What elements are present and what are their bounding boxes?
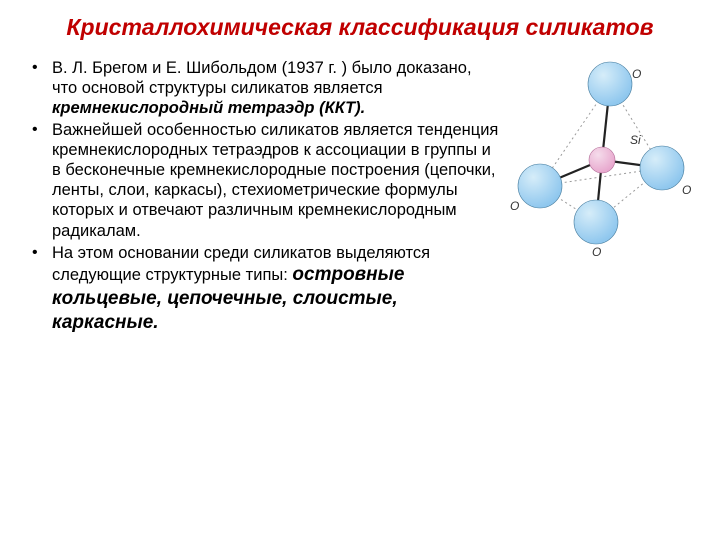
svg-text:O: O [510, 199, 519, 213]
bullet-item: В. Л. Брегом и Е. Шибольдом (1937 г. ) б… [32, 58, 500, 118]
bullet-item: На этом основании среди силикатов выделя… [32, 243, 500, 336]
svg-text:Si: Si [630, 133, 641, 147]
tetrahedron-diagram: OOOOSi [500, 58, 706, 248]
bullet-emph: кремнекислородный тетраэдр (ККТ). [52, 99, 365, 117]
svg-text:O: O [632, 67, 641, 81]
text-column: В. Л. Брегом и Е. Шибольдом (1937 г. ) б… [32, 58, 500, 338]
slide-title: Кристаллохимическая классификация силика… [0, 0, 720, 58]
svg-text:O: O [592, 245, 601, 258]
svg-text:O: O [682, 183, 691, 197]
bullet-item: Важнейшей особенностью силикатов являетс… [32, 120, 500, 241]
bullet-text: Важнейшей особенностью силикатов являетс… [52, 121, 498, 240]
content-area: В. Л. Брегом и Е. Шибольдом (1937 г. ) б… [0, 58, 720, 338]
bullet-text: В. Л. Брегом и Е. Шибольдом (1937 г. ) б… [52, 59, 472, 97]
tetrahedron-svg: O O O O Si [500, 58, 700, 258]
bullet-list: В. Л. Брегом и Е. Шибольдом (1937 г. ) б… [32, 58, 500, 336]
